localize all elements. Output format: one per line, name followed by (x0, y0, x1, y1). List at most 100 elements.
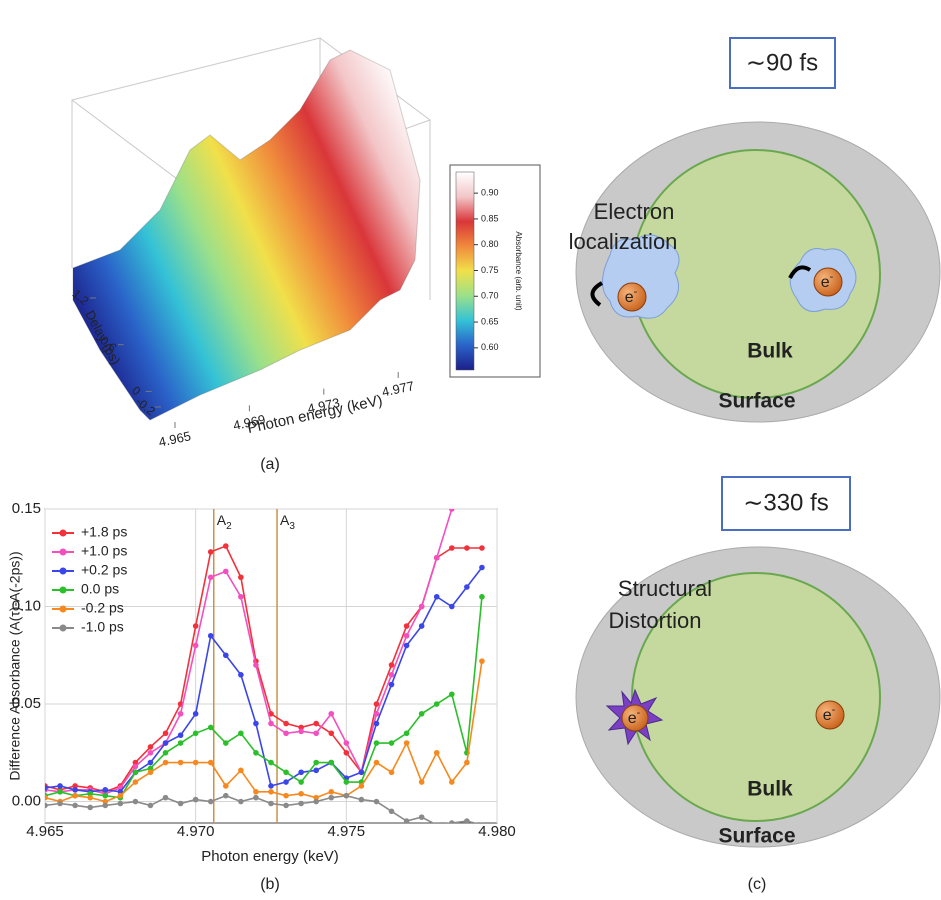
data-point (177, 710, 184, 717)
legend-marker (59, 586, 67, 594)
data-point (449, 603, 455, 610)
data-point (313, 759, 320, 766)
surface (72, 49, 421, 421)
data-point (132, 763, 139, 770)
data-point (479, 593, 485, 600)
x-tick-label: 4.973 (306, 395, 341, 416)
data-point (358, 783, 365, 789)
data-point (223, 792, 229, 799)
data-point (72, 783, 78, 789)
data-point (434, 822, 439, 823)
data-point (433, 593, 440, 600)
data-point (268, 720, 274, 727)
electron-label: e- (625, 286, 638, 306)
data-point (388, 671, 395, 678)
colorbar (455, 171, 475, 371)
data-point (238, 574, 244, 581)
data-point (207, 724, 214, 731)
data-point (147, 802, 154, 809)
colorbar-label: Absorbance (arb. unit) (514, 231, 523, 310)
data-point (132, 769, 139, 776)
y-tick-label: 0.00 (12, 793, 41, 810)
arrow (788, 265, 812, 279)
colorbar-tick-label: 0.60 (481, 342, 499, 352)
data-point (132, 759, 139, 766)
data-point (268, 800, 274, 807)
data-point (238, 767, 244, 774)
data-point (177, 732, 184, 739)
data-point (313, 767, 320, 774)
annotation-text: A (280, 512, 290, 528)
data-point (449, 509, 455, 512)
data-point (373, 710, 380, 717)
data-point (192, 759, 199, 766)
data-point (283, 730, 289, 737)
x-axis-label: Photon energy (keV) (246, 392, 384, 437)
data-point (464, 545, 470, 551)
data-point (313, 794, 320, 801)
data-point (373, 740, 380, 746)
legend-label: +0.2 ps (81, 562, 127, 578)
legend-label: +1.8 ps (81, 524, 127, 540)
data-point (388, 662, 395, 668)
data-point (177, 800, 184, 807)
data-point (418, 814, 425, 820)
electron (815, 700, 845, 730)
data-point (433, 749, 440, 756)
colorbar-tick-label: 0.90 (481, 188, 499, 198)
bulk-region (631, 572, 881, 822)
data-point (298, 779, 304, 785)
data-point (147, 744, 154, 750)
time-label: ∼330 fs (743, 489, 829, 516)
y-axis-label: Difference Absorbance (A(τ)-A(-2ps)) (7, 551, 23, 780)
electron-symbol: e (821, 274, 830, 291)
electron-label: e- (628, 707, 641, 727)
annotation-label: A2 (217, 512, 232, 532)
y-tick-label: 0.05 (12, 695, 41, 712)
electron-label: e- (823, 704, 836, 724)
data-point (45, 785, 48, 791)
y-tick-label: 0.10 (12, 597, 41, 614)
data-point (464, 759, 470, 766)
data-point (449, 545, 455, 551)
electron-charge: - (832, 704, 836, 716)
data-point (283, 792, 289, 799)
data-point (358, 796, 365, 803)
annotation-text: A (217, 512, 227, 528)
data-point (162, 794, 169, 801)
data-point (479, 477, 485, 483)
data-point (343, 792, 350, 799)
data-point (328, 710, 335, 717)
data-point (313, 730, 320, 737)
arrow (590, 281, 604, 307)
data-point (403, 632, 410, 639)
data-point (207, 574, 214, 581)
data-point (464, 584, 470, 590)
data-point (223, 568, 229, 575)
data-point (162, 759, 169, 766)
data-point (207, 798, 214, 805)
x-axis-label: Photon energy (keV) (201, 848, 339, 865)
plot-area (45, 477, 485, 823)
data-point (207, 759, 214, 766)
data-point (283, 720, 289, 727)
electron-labels: e-e-e-e- (625, 271, 836, 727)
data-point (343, 740, 350, 746)
data-point (253, 788, 259, 795)
electron-symbol: e (628, 710, 637, 727)
data-point (147, 765, 154, 772)
legend-label: 0.0 ps (81, 581, 119, 597)
data-point (479, 564, 485, 571)
data-point (479, 822, 484, 823)
data-point (313, 720, 320, 727)
electron (617, 282, 647, 312)
electron-charge: - (830, 271, 834, 283)
data-point (418, 779, 425, 785)
state-bottom (575, 476, 941, 848)
annotation-label: A3 (280, 512, 295, 532)
data-point (45, 794, 48, 801)
data-point (117, 792, 124, 799)
colorbar-tick-label: 0.75 (481, 265, 499, 275)
colorbar-tick-label: 0.80 (481, 239, 499, 249)
